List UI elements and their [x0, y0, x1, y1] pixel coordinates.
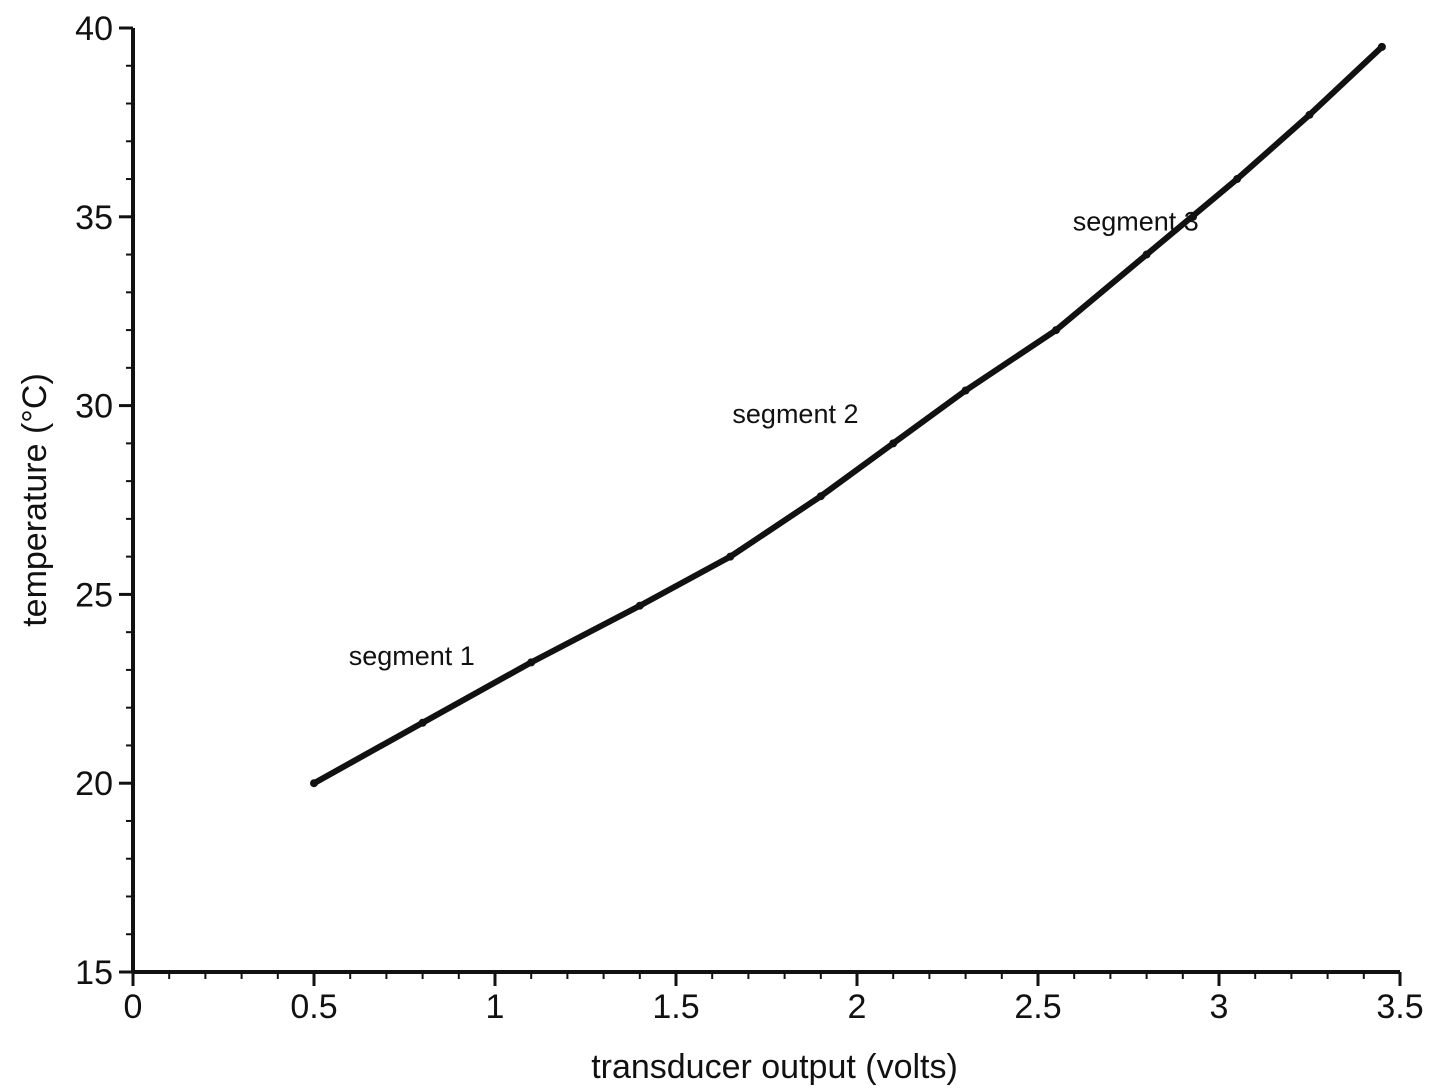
data-point [1233, 175, 1242, 184]
y-tick-label: 25 [75, 576, 113, 614]
x-tick-label: 3.5 [1376, 988, 1423, 1026]
segment-label: segment 2 [732, 399, 858, 429]
data-point [961, 386, 970, 395]
data-point [726, 552, 735, 561]
y-tick-label: 40 [75, 10, 113, 48]
segment-label: segment 3 [1073, 207, 1199, 237]
data-point [1377, 42, 1386, 51]
data-point [527, 658, 536, 667]
data-point [310, 779, 318, 788]
data-point [889, 439, 898, 448]
segment-label: segment 1 [349, 641, 475, 671]
y-tick-label: 20 [75, 765, 113, 803]
y-tick-label: 30 [75, 388, 113, 426]
data-point [635, 601, 644, 610]
y-axis-title: temperature (°C) [16, 373, 54, 627]
y-tick-label: 15 [75, 954, 113, 992]
x-tick-label: 3 [1210, 988, 1229, 1026]
data-point [816, 492, 825, 501]
data-point [1142, 250, 1151, 259]
x-tick-label: 2.5 [1014, 988, 1061, 1026]
x-tick-label: 0 [124, 988, 143, 1026]
data-point [1052, 326, 1061, 335]
data-point [418, 718, 427, 727]
x-tick-label: 1 [486, 988, 505, 1026]
x-axis-title: transducer output (volts) [591, 1048, 958, 1086]
data-point [1305, 110, 1314, 119]
x-tick-label: 1.5 [652, 988, 699, 1026]
x-tick-label: 0.5 [290, 988, 337, 1026]
x-tick-label: 2 [848, 988, 867, 1026]
y-tick-label: 35 [75, 199, 113, 237]
